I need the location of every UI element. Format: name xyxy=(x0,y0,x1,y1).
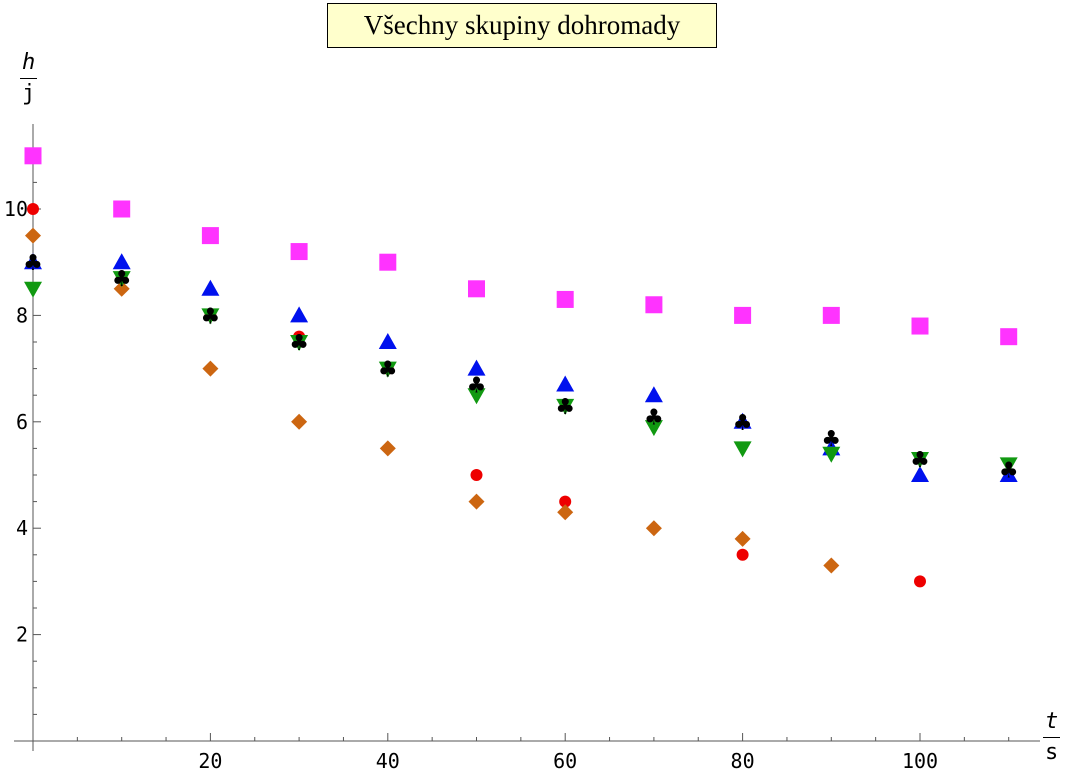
triangle-down-point xyxy=(999,457,1018,474)
square-point xyxy=(556,290,574,308)
club-point: ♣ xyxy=(910,448,930,473)
chart-title: Všechny skupiny dohromady xyxy=(327,3,717,48)
triangle-up-point xyxy=(467,359,486,376)
triangle-up-point xyxy=(911,466,929,482)
x-axis-label-denominator: s xyxy=(1045,740,1059,765)
square-point xyxy=(822,306,840,324)
y-tick-label: 2 xyxy=(16,623,28,647)
square-point xyxy=(290,243,308,261)
x-tick-label: 40 xyxy=(376,749,400,773)
square-point xyxy=(24,147,42,165)
club-point: ♣ xyxy=(644,405,664,430)
triangle-down-point xyxy=(733,441,752,458)
club-point: ♣ xyxy=(999,459,1019,484)
triangle-down-point xyxy=(467,388,486,405)
triangle-up-point xyxy=(556,375,575,392)
triangle-down-point xyxy=(24,281,42,298)
triangle-up-point xyxy=(201,279,220,296)
diamond-point xyxy=(379,440,396,457)
diamond-point xyxy=(645,520,662,537)
triangle-up-point xyxy=(24,253,42,270)
square-point xyxy=(911,317,929,335)
square-point xyxy=(468,280,485,298)
square-point xyxy=(201,227,219,245)
triangle-down-point xyxy=(112,271,131,288)
y-axis-label: h j xyxy=(20,52,38,106)
square-point xyxy=(1000,328,1018,346)
club-point: ♣ xyxy=(555,395,575,420)
x-axis-label-numerator: t xyxy=(1043,711,1061,738)
club-point: ♣ xyxy=(289,331,309,356)
y-axis-label-numerator: h xyxy=(20,52,38,79)
club-point: ♣ xyxy=(467,374,487,399)
club-point: ♣ xyxy=(378,358,398,383)
y-tick-label: 10 xyxy=(4,197,28,221)
square-point xyxy=(379,253,397,271)
x-tick-label: 20 xyxy=(198,749,222,773)
circle-point xyxy=(914,575,926,588)
triangle-up-point xyxy=(378,333,397,349)
triangle-up-point xyxy=(290,306,309,323)
triangle-up-point xyxy=(999,466,1018,482)
circle-point xyxy=(559,495,572,508)
x-tick-label: 60 xyxy=(553,749,577,773)
y-tick-label: 6 xyxy=(16,410,28,434)
diamond-point xyxy=(734,530,751,547)
club-point: ♣ xyxy=(733,411,753,436)
diamond-point xyxy=(113,280,130,297)
diamond-point xyxy=(823,557,840,574)
diamond-point xyxy=(202,360,219,377)
triangle-up-point xyxy=(733,412,752,429)
square-point xyxy=(113,200,131,218)
club-point: ♣ xyxy=(821,427,841,452)
triangle-down-point xyxy=(378,361,397,378)
circle-point xyxy=(27,203,39,215)
triangle-down-point xyxy=(644,420,663,437)
club-point: ♣ xyxy=(112,267,132,292)
triangle-down-point xyxy=(822,446,841,463)
diamond-point xyxy=(25,227,41,244)
triangle-down-point xyxy=(201,308,220,325)
triangle-down-point xyxy=(911,452,929,469)
triangle-up-point xyxy=(112,253,131,270)
triangle-up-point xyxy=(644,386,663,403)
triangle-down-point xyxy=(290,335,309,351)
diamond-point xyxy=(291,413,308,430)
x-tick-label: 80 xyxy=(731,749,755,773)
club-point: ♣ xyxy=(201,304,221,329)
y-tick-label: 8 xyxy=(16,303,28,327)
x-tick-label: 100 xyxy=(902,749,938,773)
x-axis-label: t s xyxy=(1043,711,1061,765)
y-tick-label: 4 xyxy=(16,516,28,540)
club-point: ♣ xyxy=(23,251,43,276)
square-point xyxy=(645,296,663,314)
circle-point xyxy=(470,469,483,481)
square-point xyxy=(734,306,752,324)
diamond-point xyxy=(468,493,485,510)
diamond-point xyxy=(557,504,574,521)
circle-point xyxy=(736,548,749,561)
y-axis-label-denominator: j xyxy=(22,81,36,106)
triangle-down-point xyxy=(556,398,575,415)
